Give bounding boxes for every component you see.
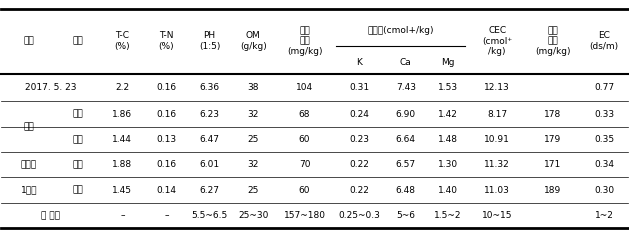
Text: 0.24: 0.24 xyxy=(349,110,369,119)
Text: 1.30: 1.30 xyxy=(438,160,458,169)
Text: 심토: 심토 xyxy=(73,186,84,195)
Text: 12.13: 12.13 xyxy=(484,83,510,92)
Text: 0.33: 0.33 xyxy=(594,110,614,119)
Text: Mg: Mg xyxy=(441,58,454,67)
Text: 189: 189 xyxy=(545,186,562,195)
Text: 0.25~0.3: 0.25~0.3 xyxy=(338,211,380,220)
Text: 6.01: 6.01 xyxy=(199,160,220,169)
Text: 0.22: 0.22 xyxy=(349,160,369,169)
Text: 0.16: 0.16 xyxy=(157,83,177,92)
Text: 0.22: 0.22 xyxy=(349,186,369,195)
Text: 5~6: 5~6 xyxy=(396,211,415,220)
Text: CEC
(cmol⁺
/kg): CEC (cmol⁺ /kg) xyxy=(482,26,512,56)
Text: 표토: 표토 xyxy=(73,110,84,119)
Text: 60: 60 xyxy=(299,135,310,144)
Text: 6.36: 6.36 xyxy=(199,83,220,92)
Text: 70: 70 xyxy=(299,160,310,169)
Text: 1.48: 1.48 xyxy=(438,135,458,144)
Text: 2017. 5. 23: 2017. 5. 23 xyxy=(25,83,77,92)
Text: 0.13: 0.13 xyxy=(157,135,177,144)
Text: 6.90: 6.90 xyxy=(396,110,416,119)
Text: 179: 179 xyxy=(545,135,562,144)
Text: 0.77: 0.77 xyxy=(594,83,614,92)
Text: 25: 25 xyxy=(248,186,259,195)
Text: 1.45: 1.45 xyxy=(113,186,132,195)
Text: 60: 60 xyxy=(299,186,310,195)
Text: 0.35: 0.35 xyxy=(594,135,614,144)
Text: 7.43: 7.43 xyxy=(396,83,416,92)
Text: 0.16: 0.16 xyxy=(157,160,177,169)
Text: 8.17: 8.17 xyxy=(487,110,507,119)
Text: 0.16: 0.16 xyxy=(157,110,177,119)
Text: K: K xyxy=(356,58,362,67)
Text: 157~180: 157~180 xyxy=(284,211,326,220)
Text: 25~30: 25~30 xyxy=(238,211,269,220)
Text: 11.32: 11.32 xyxy=(484,160,510,169)
Text: PH
(1:5): PH (1:5) xyxy=(199,31,220,51)
Text: 1.5~2: 1.5~2 xyxy=(434,211,462,220)
Text: 1년차: 1년차 xyxy=(21,186,37,195)
Text: 경운: 경운 xyxy=(23,122,34,131)
Text: 1.44: 1.44 xyxy=(113,135,132,144)
Text: 0.23: 0.23 xyxy=(349,135,369,144)
Text: 치환성(cmol+/kg): 치환성(cmol+/kg) xyxy=(367,26,434,35)
Text: 0.14: 0.14 xyxy=(157,186,177,195)
Text: 68: 68 xyxy=(299,110,310,119)
Text: 무경운: 무경운 xyxy=(21,160,37,169)
Text: T-C
(%): T-C (%) xyxy=(114,31,130,51)
Text: 심토: 심토 xyxy=(73,135,84,144)
Text: EC
(ds/m): EC (ds/m) xyxy=(589,31,618,51)
Text: 6.64: 6.64 xyxy=(396,135,416,144)
Text: 1.86: 1.86 xyxy=(113,110,133,119)
Text: 10~15: 10~15 xyxy=(482,211,513,220)
Text: 5.5~6.5: 5.5~6.5 xyxy=(191,211,228,220)
Text: 처리: 처리 xyxy=(23,37,34,46)
Text: 178: 178 xyxy=(545,110,562,119)
Text: 벼 기준: 벼 기준 xyxy=(42,211,60,220)
Text: 6.47: 6.47 xyxy=(199,135,220,144)
Text: 방법: 방법 xyxy=(73,37,84,46)
Text: 32: 32 xyxy=(248,110,259,119)
Text: 38: 38 xyxy=(247,83,259,92)
Text: 171: 171 xyxy=(545,160,562,169)
Text: T-N
(%): T-N (%) xyxy=(159,31,174,51)
Text: –: – xyxy=(164,211,169,220)
Text: 2.2: 2.2 xyxy=(115,83,130,92)
Text: Ca: Ca xyxy=(400,58,412,67)
Text: 6.48: 6.48 xyxy=(396,186,416,195)
Text: 6.23: 6.23 xyxy=(199,110,220,119)
Text: 유효
규산
(mg/kg): 유효 규산 (mg/kg) xyxy=(535,26,571,56)
Text: OM
(g/kg): OM (g/kg) xyxy=(240,31,267,51)
Text: 1.88: 1.88 xyxy=(113,160,133,169)
Text: 1~2: 1~2 xyxy=(594,211,613,220)
Text: 6.27: 6.27 xyxy=(199,186,220,195)
Text: –: – xyxy=(120,211,125,220)
Text: 1.42: 1.42 xyxy=(438,110,457,119)
Text: 1.40: 1.40 xyxy=(438,186,458,195)
Text: 0.30: 0.30 xyxy=(594,186,614,195)
Text: 25: 25 xyxy=(248,135,259,144)
Text: 0.34: 0.34 xyxy=(594,160,614,169)
Text: 1.53: 1.53 xyxy=(438,83,458,92)
Text: 유효
인산
(mg/kg): 유효 인산 (mg/kg) xyxy=(287,26,322,56)
Text: 0.31: 0.31 xyxy=(349,83,369,92)
Text: 10.91: 10.91 xyxy=(484,135,510,144)
Text: 32: 32 xyxy=(248,160,259,169)
Text: 6.57: 6.57 xyxy=(396,160,416,169)
Text: 104: 104 xyxy=(296,83,313,92)
Text: 표토: 표토 xyxy=(73,160,84,169)
Text: 11.03: 11.03 xyxy=(484,186,510,195)
